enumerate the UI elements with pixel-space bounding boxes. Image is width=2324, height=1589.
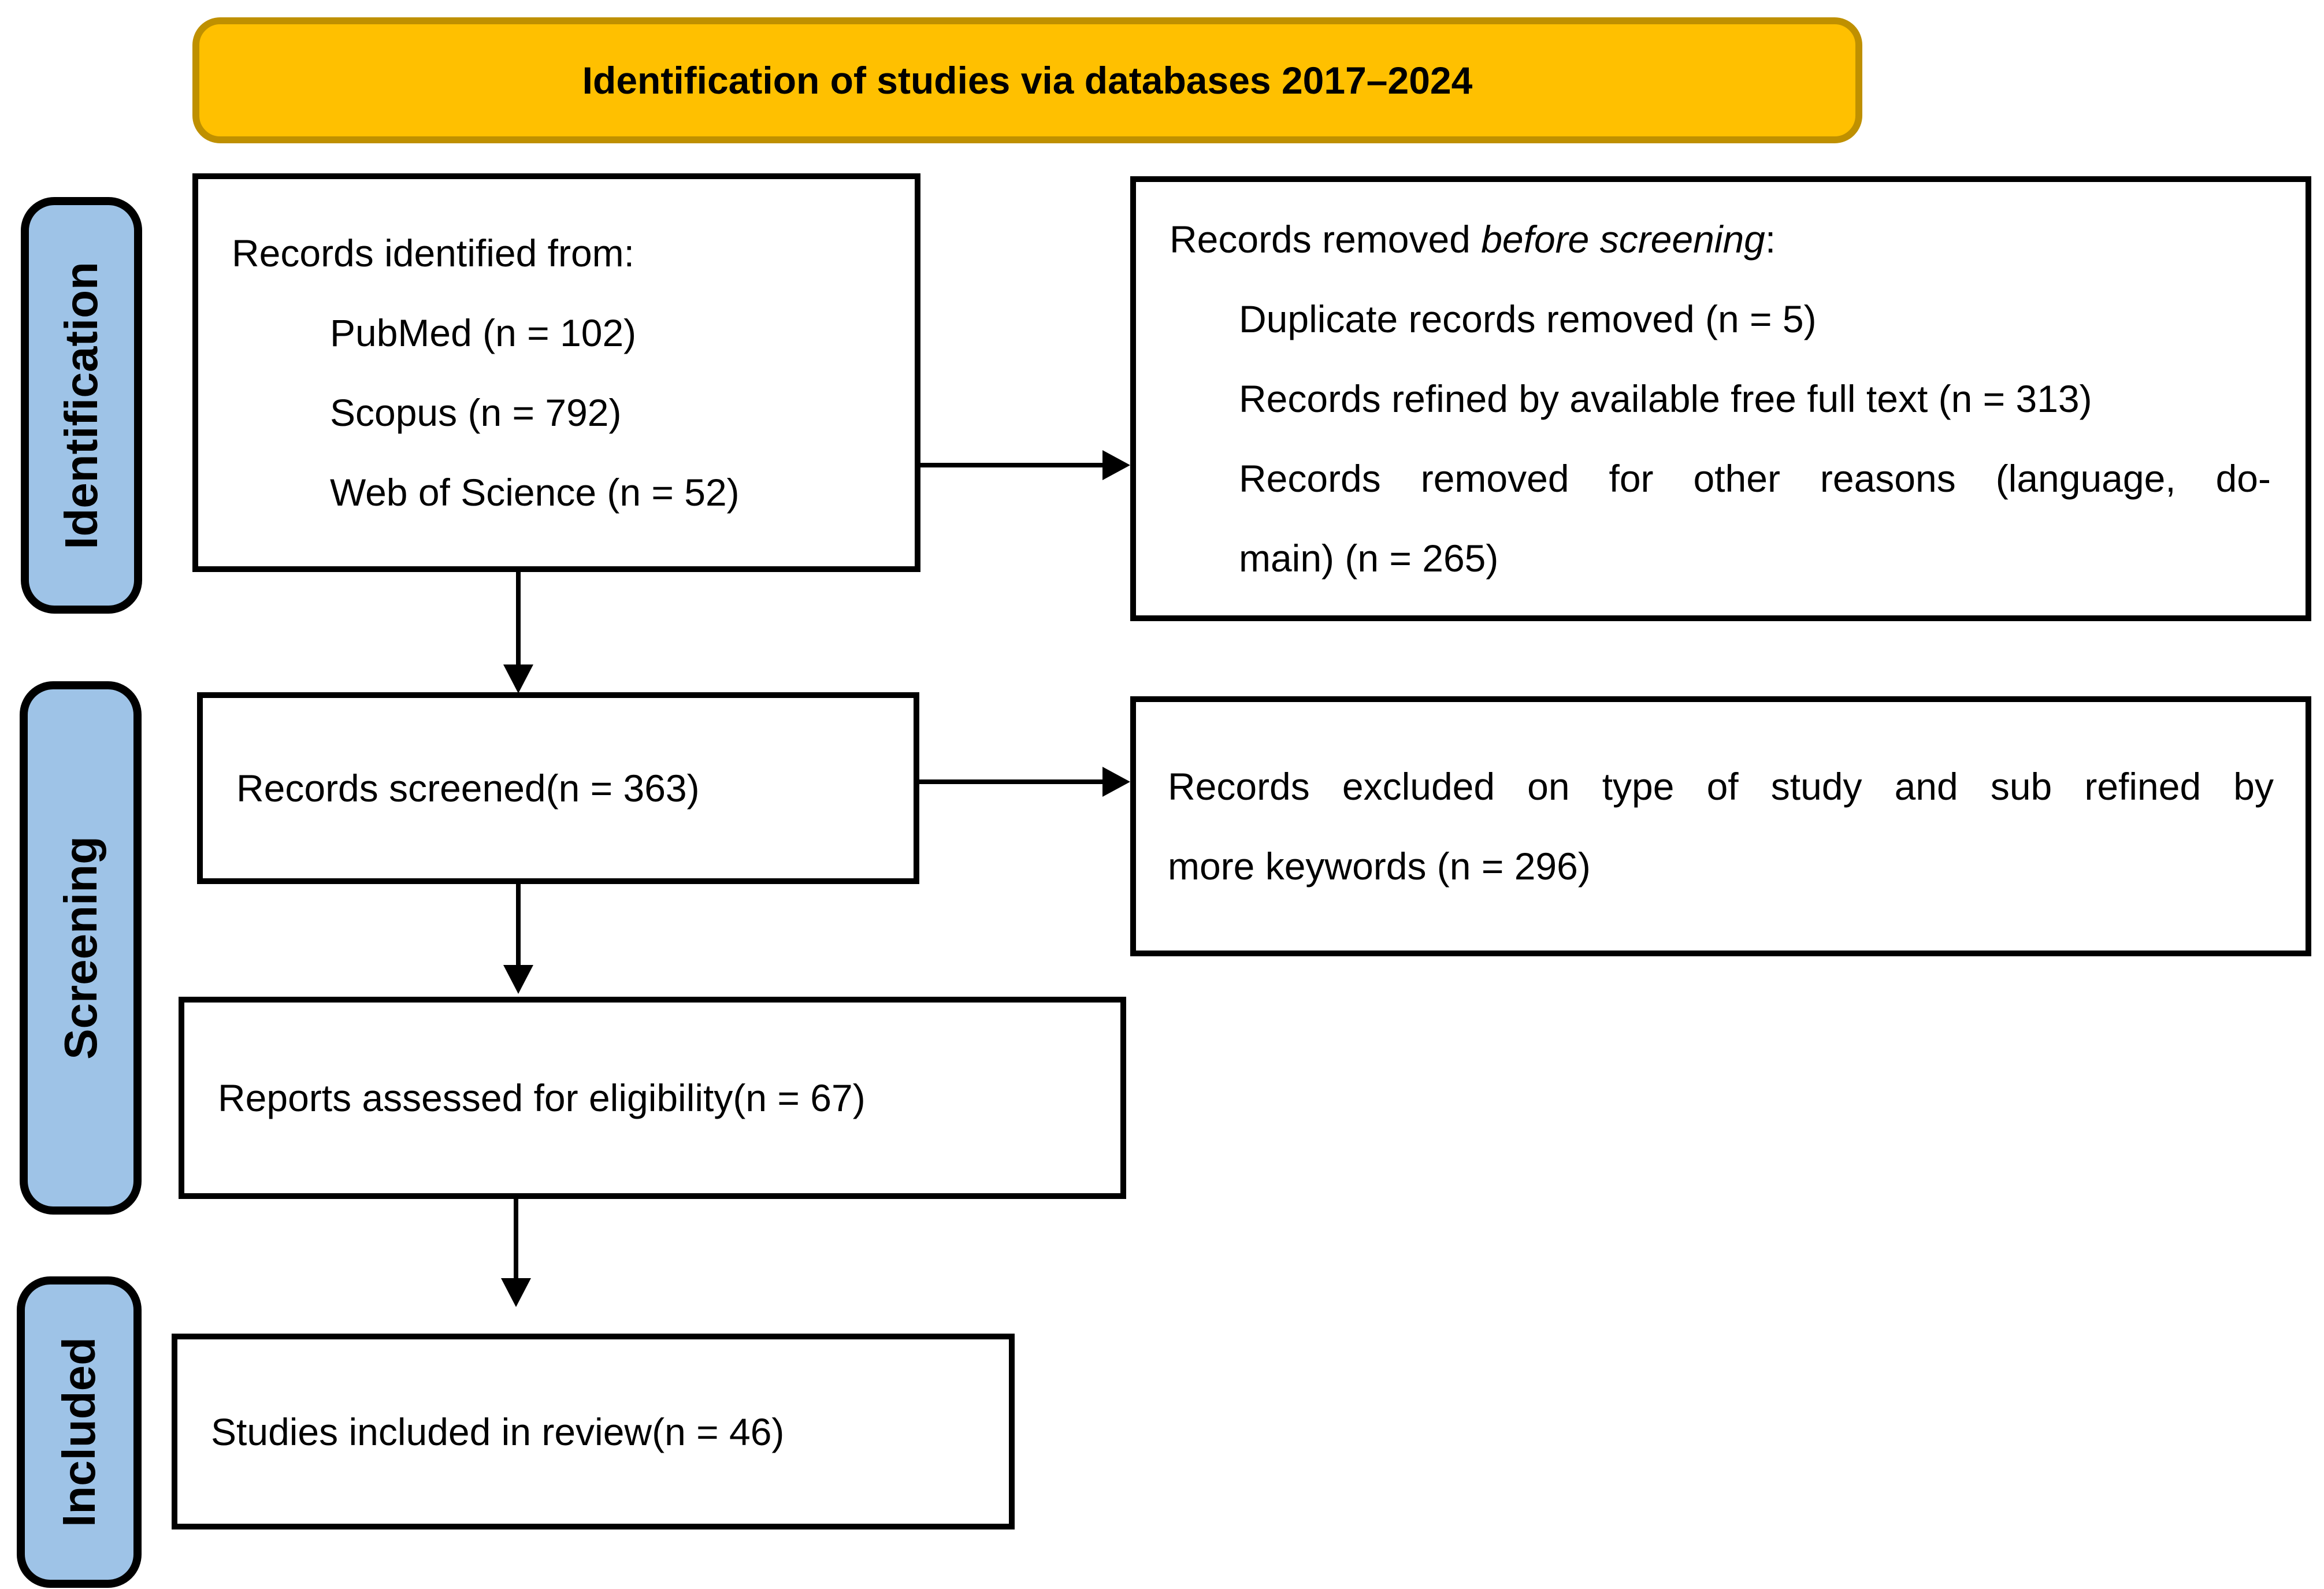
arrow-line [516, 884, 521, 966]
records-removed-heading-prefix: Records removed [1170, 218, 1482, 261]
records-screened-label: Records screened(n = 363) [236, 767, 700, 810]
stage-included: Included [17, 1276, 142, 1588]
box-records-screened: Records screened(n = 363) [197, 692, 919, 884]
title-banner: Identification of studies via databases … [192, 17, 1862, 143]
removed-reason-other-line1: Records removed for other reasons (langu… [1239, 457, 2271, 500]
records-removed-heading-emphasis: before screening [1481, 218, 1765, 261]
arrow-line [516, 572, 521, 666]
records-excluded-line1: Records excluded on type of study and su… [1168, 765, 2274, 808]
box-records-removed: Records removed before screening: Duplic… [1130, 176, 2311, 621]
box-studies-included: Studies included in review(n = 46) [172, 1334, 1015, 1529]
database-count-pubmed: PubMed (n = 102) [330, 311, 637, 354]
box-records-identified: Records identified from: PubMed (n = 102… [192, 173, 920, 572]
records-excluded-line2: more keywords (n = 296) [1168, 845, 1591, 888]
box-records-excluded: Records excluded on type of study and su… [1130, 696, 2311, 956]
arrowhead-right-icon [1102, 450, 1130, 480]
arrowhead-down-icon [503, 965, 533, 994]
studies-included-label: Studies included in review(n = 46) [211, 1410, 785, 1453]
reports-assessed-label: Reports assessed for eligibility(n = 67) [218, 1076, 866, 1119]
removed-reason-duplicates: Duplicate records removed (n = 5) [1239, 298, 1817, 340]
arrowhead-right-icon [1102, 767, 1130, 797]
arrow-line [920, 463, 1102, 467]
box-reports-assessed: Reports assessed for eligibility(n = 67) [179, 997, 1126, 1199]
database-count-scopus: Scopus (n = 792) [330, 391, 622, 434]
arrowhead-down-icon [503, 664, 533, 693]
stage-identification: Identification [21, 197, 142, 614]
records-removed-heading-colon: : [1765, 218, 1776, 261]
removed-reason-other-line2: main) (n = 265) [1239, 537, 1499, 580]
arrow-line [919, 779, 1102, 784]
records-removed-heading: Records removed before screening: [1170, 199, 2271, 279]
database-count-web-of-science: Web of Science (n = 52) [330, 471, 740, 514]
arrow-line [514, 1199, 518, 1279]
stage-included-label: Included [53, 1337, 105, 1527]
stage-screening: Screening [20, 681, 142, 1215]
removed-reason-free-full-text: Records refined by available free full t… [1239, 377, 2092, 420]
stage-identification-label: Identification [55, 261, 107, 550]
records-identified-heading: Records identified from: [232, 232, 634, 274]
stage-screening-label: Screening [54, 836, 106, 1060]
diagram-title: Identification of studies via databases … [582, 59, 1473, 102]
arrowhead-down-icon [501, 1278, 531, 1307]
